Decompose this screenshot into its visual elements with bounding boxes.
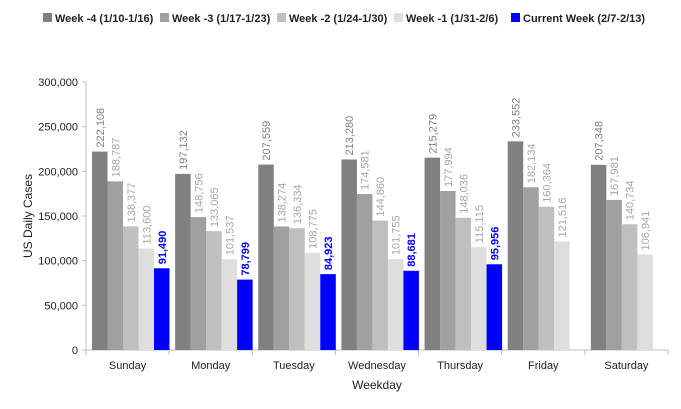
x-axis-title: Weekday bbox=[352, 378, 402, 392]
legend-swatch-3 bbox=[394, 13, 403, 22]
bar-sunday-series-1 bbox=[107, 181, 123, 350]
y-axis: 0 50,000 100,000 150,000 200,000 250,000 300,0… bbox=[38, 77, 87, 357]
data-label-monday-series-0: 197,132 bbox=[178, 130, 190, 170]
bar-tuesday-series-0 bbox=[258, 164, 274, 350]
data-label-thursday-series-0: 215,279 bbox=[427, 114, 439, 154]
bar-thursday-series-1 bbox=[440, 190, 456, 350]
bar-saturday-series-1 bbox=[606, 199, 622, 350]
data-label-thursday-series-3: 115,115 bbox=[474, 205, 486, 243]
bar-sunday-series-2 bbox=[123, 226, 139, 350]
legend-swatch-1 bbox=[160, 13, 169, 22]
bar-monday-series-4 bbox=[237, 279, 253, 350]
legend-swatch-0 bbox=[43, 13, 52, 22]
data-label-monday-series-3: 101,537 bbox=[224, 216, 236, 256]
y-tick-label: 0 bbox=[72, 345, 78, 357]
data-label-thursday-series-1: 177,994 bbox=[443, 147, 455, 187]
bar-sunday-series-0 bbox=[92, 151, 108, 350]
data-label-thursday-series-2: 148,036 bbox=[458, 174, 470, 214]
data-label-tuesday-series-3: 108,775 bbox=[308, 209, 320, 249]
data-label-friday-series-1: 182,134 bbox=[526, 144, 538, 184]
data-label-friday-series-3: 121,516 bbox=[557, 198, 569, 238]
data-label-monday-series-4: 78,799 bbox=[240, 242, 252, 276]
data-label-saturday-series-2: 140,734 bbox=[625, 181, 637, 221]
bars bbox=[92, 141, 653, 350]
data-label-thursday-series-4: 95,956 bbox=[489, 227, 501, 261]
bar-saturday-series-3 bbox=[637, 254, 653, 350]
data-label-tuesday-series-2: 136,334 bbox=[292, 184, 304, 224]
y-tick-label: 150,000 bbox=[38, 211, 78, 223]
bar-wednesday-series-4 bbox=[403, 270, 419, 350]
bar-tuesday-series-1 bbox=[273, 226, 290, 350]
data-label-wednesday-series-2: 144,860 bbox=[375, 177, 387, 217]
bar-wednesday-series-3 bbox=[387, 259, 404, 350]
data-label-sunday-series-0: 222,108 bbox=[95, 108, 107, 148]
bar-friday-series-1 bbox=[523, 187, 539, 350]
y-tick-label: 200,000 bbox=[38, 166, 78, 178]
data-label-wednesday-series-3: 101,755 bbox=[391, 215, 403, 255]
bar-saturday-series-2 bbox=[621, 224, 638, 350]
legend-swatch-4 bbox=[511, 13, 520, 22]
bar-thursday-series-3 bbox=[471, 247, 487, 350]
x-tick-label-wednesday: Wednesday bbox=[348, 360, 406, 372]
y-tick-label: 300,000 bbox=[38, 77, 78, 89]
y-tick-label: 100,000 bbox=[38, 256, 78, 268]
legend: Week -4 (1/10-1/16) Week -3 (1/17-1/23) We… bbox=[43, 13, 645, 25]
data-label-tuesday-series-0: 207,559 bbox=[261, 121, 273, 161]
x-tick-label-thursday: Thursday bbox=[437, 360, 483, 372]
data-label-wednesday-series-4: 88,681 bbox=[406, 233, 418, 267]
legend-label-3: Week -1 (1/31-2/6) bbox=[406, 13, 498, 25]
legend-label-1: Week -3 (1/17-1/23) bbox=[172, 13, 271, 25]
bar-monday-series-2 bbox=[206, 231, 222, 350]
data-label-sunday-series-4: 91,490 bbox=[157, 231, 169, 265]
y-tick-label: 50,000 bbox=[44, 300, 78, 312]
legend-label-0: Week -4 (1/10-1/16) bbox=[55, 13, 154, 25]
bar-sunday-series-3 bbox=[138, 248, 154, 350]
x-tick-label-monday: Monday bbox=[191, 360, 231, 372]
legend-swatch-2 bbox=[277, 13, 286, 22]
data-label-sunday-series-3: 113,600 bbox=[141, 206, 153, 245]
bar-wednesday-series-2 bbox=[372, 220, 388, 350]
bar-wednesday-series-1 bbox=[356, 194, 373, 350]
y-tick-label: 250,000 bbox=[38, 122, 78, 134]
bar-monday-series-1 bbox=[190, 217, 207, 350]
bar-thursday-series-0 bbox=[424, 157, 441, 350]
data-label-saturday-series-3: 106,941 bbox=[640, 211, 652, 251]
legend-label-2: Week -2 (1/24-1/30) bbox=[289, 13, 388, 25]
data-label-monday-series-2: 133,065 bbox=[209, 187, 221, 227]
bar-tuesday-series-2 bbox=[289, 228, 305, 350]
legend-label-4: Current Week (2/7-2/13) bbox=[523, 13, 645, 25]
data-label-tuesday-series-4: 84,923 bbox=[323, 236, 335, 270]
x-tick-label-tuesday: Tuesday bbox=[273, 360, 315, 372]
x-tick-label-friday: Friday bbox=[528, 360, 559, 372]
bar-friday-series-0 bbox=[507, 141, 524, 350]
data-label-sunday-series-1: 188,787 bbox=[110, 138, 122, 178]
x-tick-label-sunday: Sunday bbox=[109, 360, 147, 372]
data-label-wednesday-series-0: 213,280 bbox=[344, 116, 356, 156]
y-axis-title: US Daily Cases bbox=[21, 174, 35, 258]
bar-wednesday-series-0 bbox=[341, 159, 357, 350]
bar-saturday-series-0 bbox=[590, 164, 607, 350]
bar-thursday-series-2 bbox=[455, 217, 472, 350]
bar-thursday-series-4 bbox=[486, 264, 503, 350]
data-label-saturday-series-0: 207,348 bbox=[594, 121, 606, 161]
x-axis: Sunday Monday Tuesday Wednesday Thursday Frid… bbox=[85, 349, 669, 372]
bar-friday-series-2 bbox=[538, 206, 555, 350]
x-tick-label-saturday: Saturday bbox=[604, 360, 649, 372]
bar-monday-series-3 bbox=[221, 259, 238, 350]
data-label-friday-series-0: 233,552 bbox=[510, 98, 522, 138]
data-label-monday-series-1: 148,756 bbox=[193, 173, 205, 213]
bar-tuesday-series-4 bbox=[320, 274, 336, 350]
bar-tuesday-series-3 bbox=[304, 252, 321, 350]
data-label-wednesday-series-1: 174,581 bbox=[360, 150, 372, 190]
bar-sunday-series-4 bbox=[154, 268, 170, 350]
data-label-sunday-series-2: 138,377 bbox=[126, 183, 138, 223]
data-label-saturday-series-1: 167,981 bbox=[609, 156, 621, 196]
data-label-friday-series-2: 160,364 bbox=[541, 163, 553, 203]
bar-monday-series-0 bbox=[175, 173, 191, 350]
data-label-tuesday-series-1: 138,274 bbox=[277, 183, 289, 223]
bar-friday-series-3 bbox=[554, 241, 570, 350]
